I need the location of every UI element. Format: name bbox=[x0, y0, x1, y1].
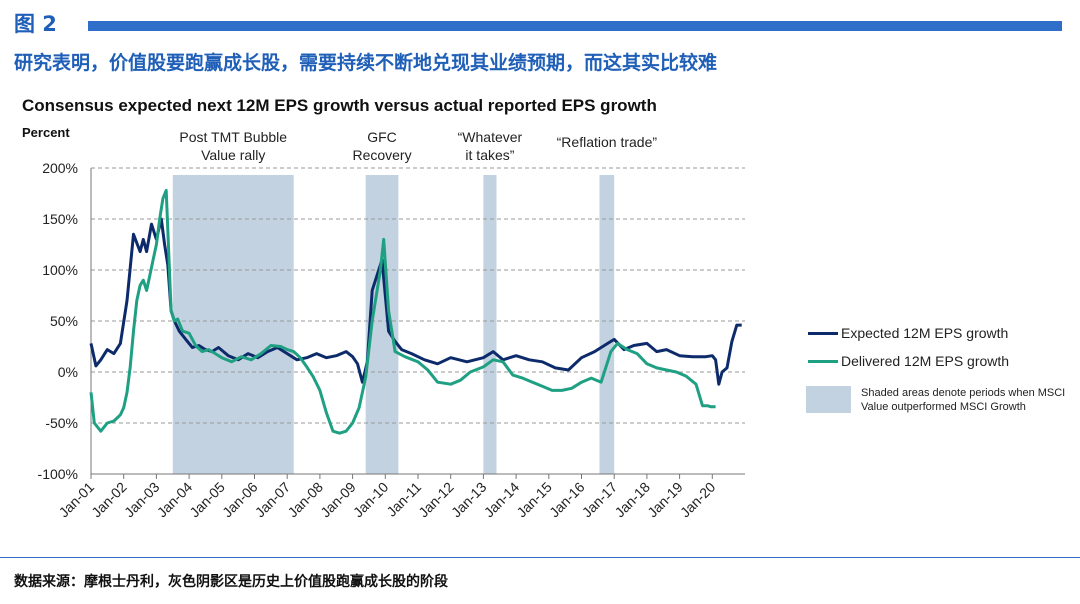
y-tick-label: 50% bbox=[50, 313, 78, 329]
legend-shade-swatch bbox=[806, 386, 851, 413]
chart-title: Consensus expected next 12M EPS growth v… bbox=[22, 96, 657, 115]
shaded-period-label-4: “Reflation trade” bbox=[557, 134, 658, 150]
x-tick-label: Jan-10 bbox=[350, 479, 392, 521]
legend-expected-label: Expected 12M EPS growth bbox=[841, 325, 1009, 341]
x-tick-label: Jan-07 bbox=[252, 479, 294, 521]
x-tick-label: Jan-01 bbox=[56, 479, 98, 521]
x-tick-label: Jan-14 bbox=[481, 479, 523, 521]
shaded-period-label-2: GFC Recovery bbox=[352, 129, 411, 163]
x-tick-label: Jan-16 bbox=[546, 479, 588, 521]
y-tick-label: 100% bbox=[42, 262, 78, 278]
shaded-period-4 bbox=[599, 175, 615, 474]
shaded-period-3 bbox=[483, 175, 497, 474]
x-tick-label: Jan-08 bbox=[284, 479, 326, 521]
source-footer: 数据来源：摩根士丹利，灰色阴影区是历史上价值股跑赢成长股的阶段 bbox=[14, 574, 448, 590]
y-tick-label: -100% bbox=[38, 466, 78, 482]
delivered-eps-line bbox=[89, 188, 716, 435]
legend-delivered-label: Delivered 12M EPS growth bbox=[841, 353, 1010, 369]
legend-delivered-swatch bbox=[808, 360, 838, 363]
headline: 研究表明，价值股要跑赢成长股，需要持续不断地兑现其业绩预期，而这其实比较难 bbox=[14, 52, 718, 74]
shaded-period-label-3: “Whatever it takes” bbox=[458, 129, 523, 163]
y-tick-label: 0% bbox=[58, 364, 78, 380]
x-tick-label: Jan-17 bbox=[579, 479, 621, 521]
x-tick-label: Jan-13 bbox=[448, 479, 490, 521]
x-tick-label: Jan-18 bbox=[611, 479, 653, 521]
x-tick-label: Jan-05 bbox=[186, 479, 228, 521]
x-tick-label: Jan-06 bbox=[219, 479, 261, 521]
y-tick-label: -50% bbox=[45, 415, 78, 431]
x-tick-label: Jan-15 bbox=[513, 479, 555, 521]
x-tick-label: Jan-20 bbox=[677, 479, 719, 521]
shaded-period-label-1: Post TMT Bubble Value rally bbox=[179, 129, 287, 163]
figure-label: 图 2 bbox=[14, 12, 57, 36]
legend-expected-swatch bbox=[808, 332, 838, 335]
x-tick-label: Jan-19 bbox=[644, 479, 686, 521]
header-rule bbox=[88, 21, 1062, 31]
y-tick-label: 150% bbox=[42, 211, 78, 227]
expected-eps-line bbox=[89, 217, 742, 386]
shaded-period-1 bbox=[172, 175, 294, 474]
y-axis-unit-label: Percent bbox=[22, 125, 70, 140]
y-tick-label: 200% bbox=[42, 160, 78, 176]
x-tick-label: Jan-09 bbox=[317, 479, 359, 521]
footer-rule bbox=[0, 557, 1080, 558]
legend-shade-note: Shaded areas denote periods when MSCI Va… bbox=[861, 387, 1066, 413]
x-tick-label: Jan-12 bbox=[415, 479, 457, 521]
x-tick-label: Jan-11 bbox=[383, 479, 424, 520]
x-tick-label: Jan-03 bbox=[121, 479, 163, 521]
x-tick-label: Jan-02 bbox=[88, 479, 130, 521]
x-tick-label: Jan-04 bbox=[154, 479, 196, 521]
